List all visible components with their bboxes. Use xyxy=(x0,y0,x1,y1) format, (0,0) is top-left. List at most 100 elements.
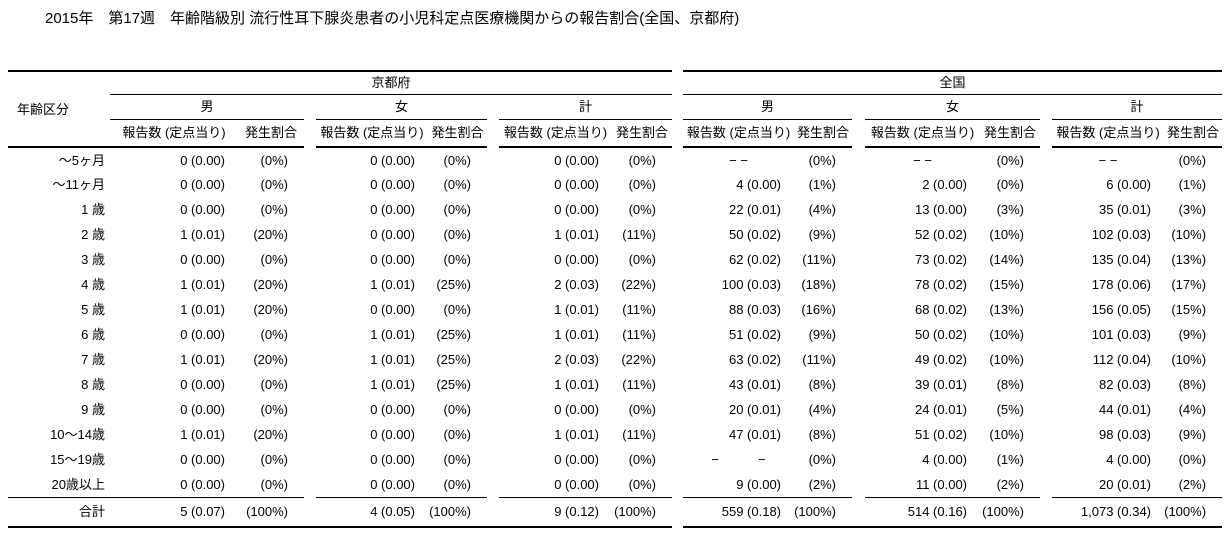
col-header-rate: 発生割合 xyxy=(238,119,304,148)
spacer xyxy=(852,172,865,197)
col-header-rate: 発生割合 xyxy=(1164,119,1223,148)
spacer xyxy=(304,322,316,347)
mid-spacer xyxy=(672,247,683,272)
report-cell: 514 (0.16) xyxy=(865,496,981,528)
rate-cell: (0%) xyxy=(260,177,288,192)
report-cell: 11 (0.00) xyxy=(915,476,968,492)
rate-cell: (15%) xyxy=(989,277,1025,292)
report-cell: 73 (0.02) xyxy=(914,252,968,267)
spacer xyxy=(487,147,499,172)
rate-cell: (8%) xyxy=(1178,377,1207,392)
report-cell: 0 (0.00) xyxy=(180,202,225,217)
rate-cell: (2%) xyxy=(1178,476,1207,492)
spacer xyxy=(304,397,316,422)
report-cell: − − xyxy=(711,452,766,467)
report-cell: 1 (0.01) xyxy=(180,352,225,367)
rate-cell: (11%) xyxy=(622,377,657,392)
report-cell: 50 (0.02) xyxy=(728,227,782,242)
sex-header-row: 男 女 計 男 女 計 xyxy=(8,94,1223,120)
spacer xyxy=(487,422,499,447)
rate-cell: (17%) xyxy=(1171,277,1207,292)
spacer xyxy=(487,172,499,197)
rate-cell: (9%) xyxy=(808,327,837,342)
spacer xyxy=(304,172,316,197)
rate-cell: (14%) xyxy=(989,252,1025,267)
mid-spacer xyxy=(672,422,683,447)
spacer xyxy=(1040,147,1052,172)
report-cell: 0 (0.00) xyxy=(180,177,225,192)
rate-cell: (2%) xyxy=(996,476,1025,492)
sex-header-kyoto-male: 男 xyxy=(110,94,304,120)
age-cell: 2 歳 xyxy=(81,227,105,242)
report-cell: 0 (0.00) xyxy=(554,152,599,168)
rate-cell: (8%) xyxy=(996,377,1025,392)
spacer xyxy=(304,94,316,119)
sex-header-national-total: 計 xyxy=(1052,94,1223,120)
rate-cell: (0%) xyxy=(628,402,657,417)
age-cell: 9 歳 xyxy=(81,402,105,417)
spacer xyxy=(487,347,499,372)
rate-cell: (3%) xyxy=(1178,202,1207,217)
report-cell: 0 (0.00) xyxy=(180,476,225,492)
rate-cell: (10%) xyxy=(989,352,1025,367)
spacer xyxy=(852,472,865,497)
col-header-report: 報告数 (定点当り) xyxy=(865,119,981,148)
report-cell: 20 (0.01) xyxy=(1098,476,1152,492)
spacer xyxy=(852,147,865,172)
rate-cell: (0%) xyxy=(443,202,471,217)
report-cell: 0 (0.00) xyxy=(370,177,415,192)
report-cell: 98 (0.03) xyxy=(1098,427,1152,442)
report-cell: 88 (0.03) xyxy=(728,302,782,317)
report-cell: − − xyxy=(913,152,932,168)
rate-cell: (20%) xyxy=(253,302,288,317)
age-cell: 1 歳 xyxy=(81,202,105,217)
rate-cell: (0%) xyxy=(443,452,471,467)
spacer xyxy=(852,247,865,272)
col-header-report: 報告数 (定点当り) xyxy=(110,119,238,148)
report-cell: 68 (0.02) xyxy=(914,302,968,317)
rate-cell: (22%) xyxy=(621,277,657,292)
spacer xyxy=(852,422,865,447)
rate-cell: (0%) xyxy=(443,476,471,492)
spacer xyxy=(852,222,865,247)
age-cell: 15〜19歳 xyxy=(50,452,105,467)
table-row: 1 歳 0 (0.00) (0%) 0 (0.00) (0%) 0 (0.00) (0%) 2… xyxy=(8,197,1222,222)
rate-cell: (25%) xyxy=(436,377,471,392)
report-cell: 0 (0.00) xyxy=(554,202,599,217)
rate-cell: (0%) xyxy=(996,177,1025,192)
age-cell: 〜11ヶ月 xyxy=(52,177,106,192)
report-cell: 47 (0.01) xyxy=(728,427,782,442)
sex-header-national-male: 男 xyxy=(683,94,853,120)
spacer xyxy=(1040,372,1052,397)
mid-spacer xyxy=(672,322,683,347)
spacer xyxy=(304,247,316,272)
report-cell: 0 (0.00) xyxy=(370,227,415,242)
spacer xyxy=(487,94,499,119)
table-row: 15〜19歳 0 (0.00) (0%) 0 (0.00) (0%) 0 (0.00) (0… xyxy=(8,447,1222,472)
col-header-rate: 発生割合 xyxy=(980,119,1041,148)
spacer xyxy=(304,222,316,247)
spacer xyxy=(852,94,865,119)
table-row: 20歳以上 0 (0.00) (0%) 0 (0.00) (0%) 0 (0.00) (0%… xyxy=(8,472,1222,497)
report-cell: 0 (0.00) xyxy=(554,252,599,267)
report-cell: 0 (0.00) xyxy=(554,402,599,417)
rate-cell: (8%) xyxy=(808,377,837,392)
rate-cell: (11%) xyxy=(622,427,657,442)
report-cell: 101 (0.03) xyxy=(1091,327,1152,342)
table-row: 〜11ヶ月 0 (0.00) (0%) 0 (0.00) (0%) 0 (0.00) (0%… xyxy=(8,172,1222,197)
spacer xyxy=(304,422,316,447)
region-header-row: 年齢区分 京都府 全国 xyxy=(8,70,1223,148)
rate-cell: (0%) xyxy=(443,177,471,192)
rate-cell: (13%) xyxy=(989,302,1025,317)
spacer xyxy=(487,197,499,222)
rate-cell: (3%) xyxy=(996,202,1025,217)
sex-header-kyoto-female: 女 xyxy=(316,94,487,120)
report-cell: 0 (0.00) xyxy=(554,452,599,467)
report-cell: 112 (0.04) xyxy=(1092,352,1152,367)
rate-cell: (0%) xyxy=(443,302,471,317)
report-cell: 1,073 (0.34) xyxy=(1052,496,1165,528)
table-row: 8 歳 0 (0.00) (0%) 1 (0.01) (25%) 1 (0.01) (11%… xyxy=(8,372,1222,397)
report-cell: 0 (0.00) xyxy=(180,252,225,267)
page-title: 2015年 第17週 年齢階級別 流行性耳下腺炎患者の小児科定点医療機関からの報… xyxy=(45,10,740,27)
spacer xyxy=(852,497,866,528)
